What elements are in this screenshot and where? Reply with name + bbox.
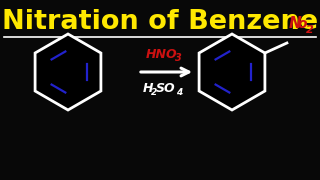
Text: o: o (298, 17, 308, 31)
Text: 2: 2 (306, 25, 314, 35)
Text: Nitration of Benzene: Nitration of Benzene (2, 9, 318, 35)
Text: N: N (289, 16, 302, 31)
Polygon shape (199, 34, 265, 110)
Text: H: H (143, 82, 153, 96)
Polygon shape (35, 34, 101, 110)
Text: 3: 3 (175, 53, 181, 63)
Text: SO: SO (156, 82, 176, 96)
Text: HNO: HNO (146, 48, 178, 62)
Text: 2: 2 (151, 88, 157, 97)
Text: 4: 4 (176, 88, 182, 97)
